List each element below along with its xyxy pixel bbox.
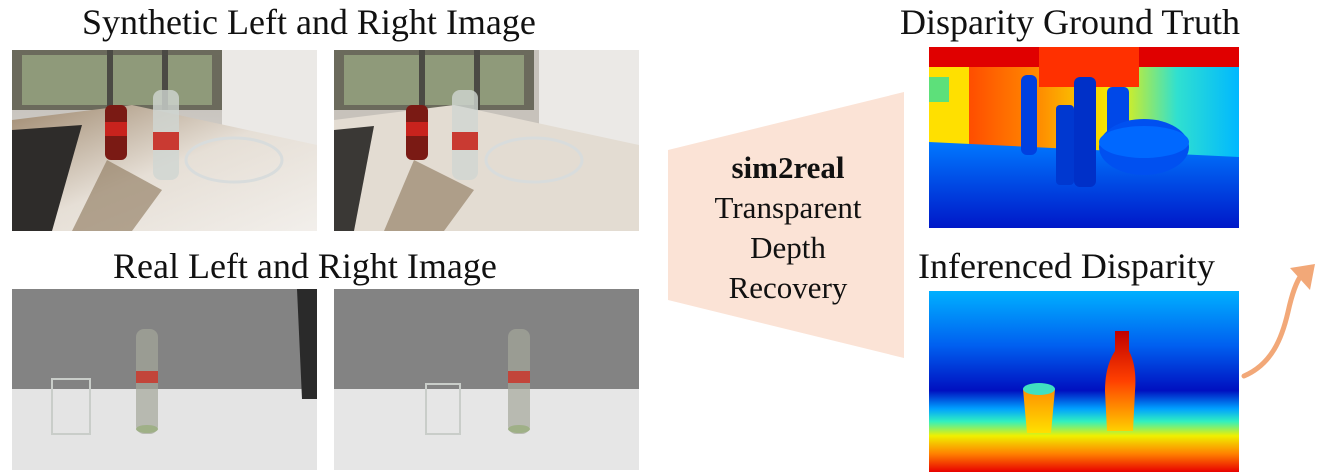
synthetic-left-image bbox=[12, 50, 317, 231]
inferenced-disparity-image bbox=[929, 291, 1239, 472]
inferenced-title: Inferenced Disparity bbox=[918, 246, 1215, 286]
sim2real-trapezoid bbox=[668, 92, 904, 358]
gt-title: Disparity Ground Truth bbox=[900, 2, 1241, 42]
transparent-label: Transparent bbox=[714, 190, 862, 225]
real-title: Real Left and Right Image bbox=[113, 246, 497, 286]
disparity-ground-truth-image bbox=[929, 47, 1239, 228]
curved-arrow bbox=[1238, 258, 1316, 382]
recovery-label: Recovery bbox=[728, 270, 848, 305]
real-left-image bbox=[12, 289, 317, 470]
sim2real-label: sim2real bbox=[731, 150, 845, 185]
synthetic-right-image bbox=[334, 50, 639, 231]
sim2real-text: sim2real Transparent Depth Recovery bbox=[690, 148, 886, 308]
synthetic-title: Synthetic Left and Right Image bbox=[82, 2, 536, 42]
real-right-image bbox=[334, 289, 639, 470]
depth-label: Depth bbox=[750, 230, 826, 265]
